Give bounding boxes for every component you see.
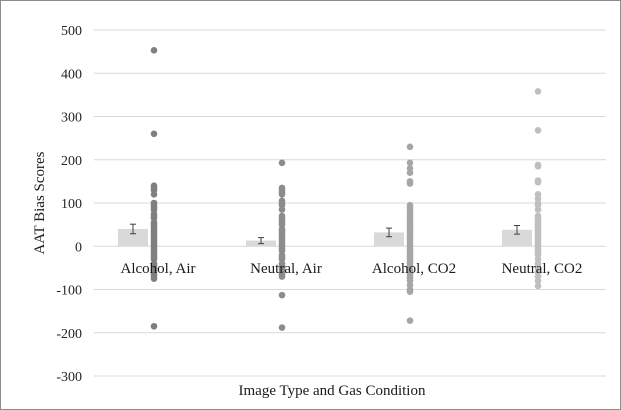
data-point <box>534 178 542 186</box>
data-point <box>534 206 542 213</box>
y-tick-label: 300 <box>61 111 82 126</box>
data-point <box>406 288 414 295</box>
category-label: Alcohol, CO2 <box>372 261 456 277</box>
data-point <box>406 143 414 151</box>
data-point <box>278 273 286 280</box>
data-point <box>150 322 158 330</box>
data-point <box>406 159 414 167</box>
data-point <box>406 317 414 324</box>
y-tick-labels: 500 400 300 200 100 0 -100 -200 -300 <box>56 24 82 385</box>
mean-bar <box>502 229 532 247</box>
mean-bar <box>118 228 148 247</box>
data-point <box>534 282 542 290</box>
data-point <box>150 275 158 282</box>
category-label: Neutral, CO2 <box>502 261 583 277</box>
data-point <box>534 277 542 285</box>
y-tick-label: 400 <box>61 67 82 82</box>
data-point <box>534 127 542 134</box>
data-point <box>534 162 542 170</box>
data-point <box>150 130 158 138</box>
y-tick-label: -300 <box>56 370 82 385</box>
x-axis-title: Image Type and Gas Condition <box>239 383 426 399</box>
data-point <box>534 88 542 95</box>
y-axis-title: AAT Bias Scores <box>32 151 48 254</box>
category-labels: Alcohol, Air Neutral, Air Alcohol, CO2 Neut… <box>121 261 583 277</box>
y-tick-label: 200 <box>61 154 82 169</box>
mean-bar <box>374 232 404 247</box>
data-point <box>278 159 286 167</box>
data-point <box>150 191 158 198</box>
gridlines <box>94 29 606 377</box>
y-tick-label: 500 <box>61 24 82 39</box>
category-label: Alcohol, Air <box>121 261 196 277</box>
y-tick-label: -100 <box>56 284 82 299</box>
category-label: Neutral, Air <box>250 261 322 277</box>
data-point <box>278 291 286 299</box>
y-tick-label: -200 <box>56 327 82 342</box>
data-point <box>278 191 286 198</box>
data-points <box>150 47 542 331</box>
mean-bars <box>118 228 532 247</box>
data-point <box>278 206 286 213</box>
data-point <box>406 180 414 187</box>
error-bars <box>130 223 520 245</box>
y-tick-label: 0 <box>75 240 82 255</box>
y-tick-label: 100 <box>61 197 82 212</box>
data-point <box>278 324 286 331</box>
data-point <box>406 169 414 177</box>
data-point <box>150 47 158 54</box>
